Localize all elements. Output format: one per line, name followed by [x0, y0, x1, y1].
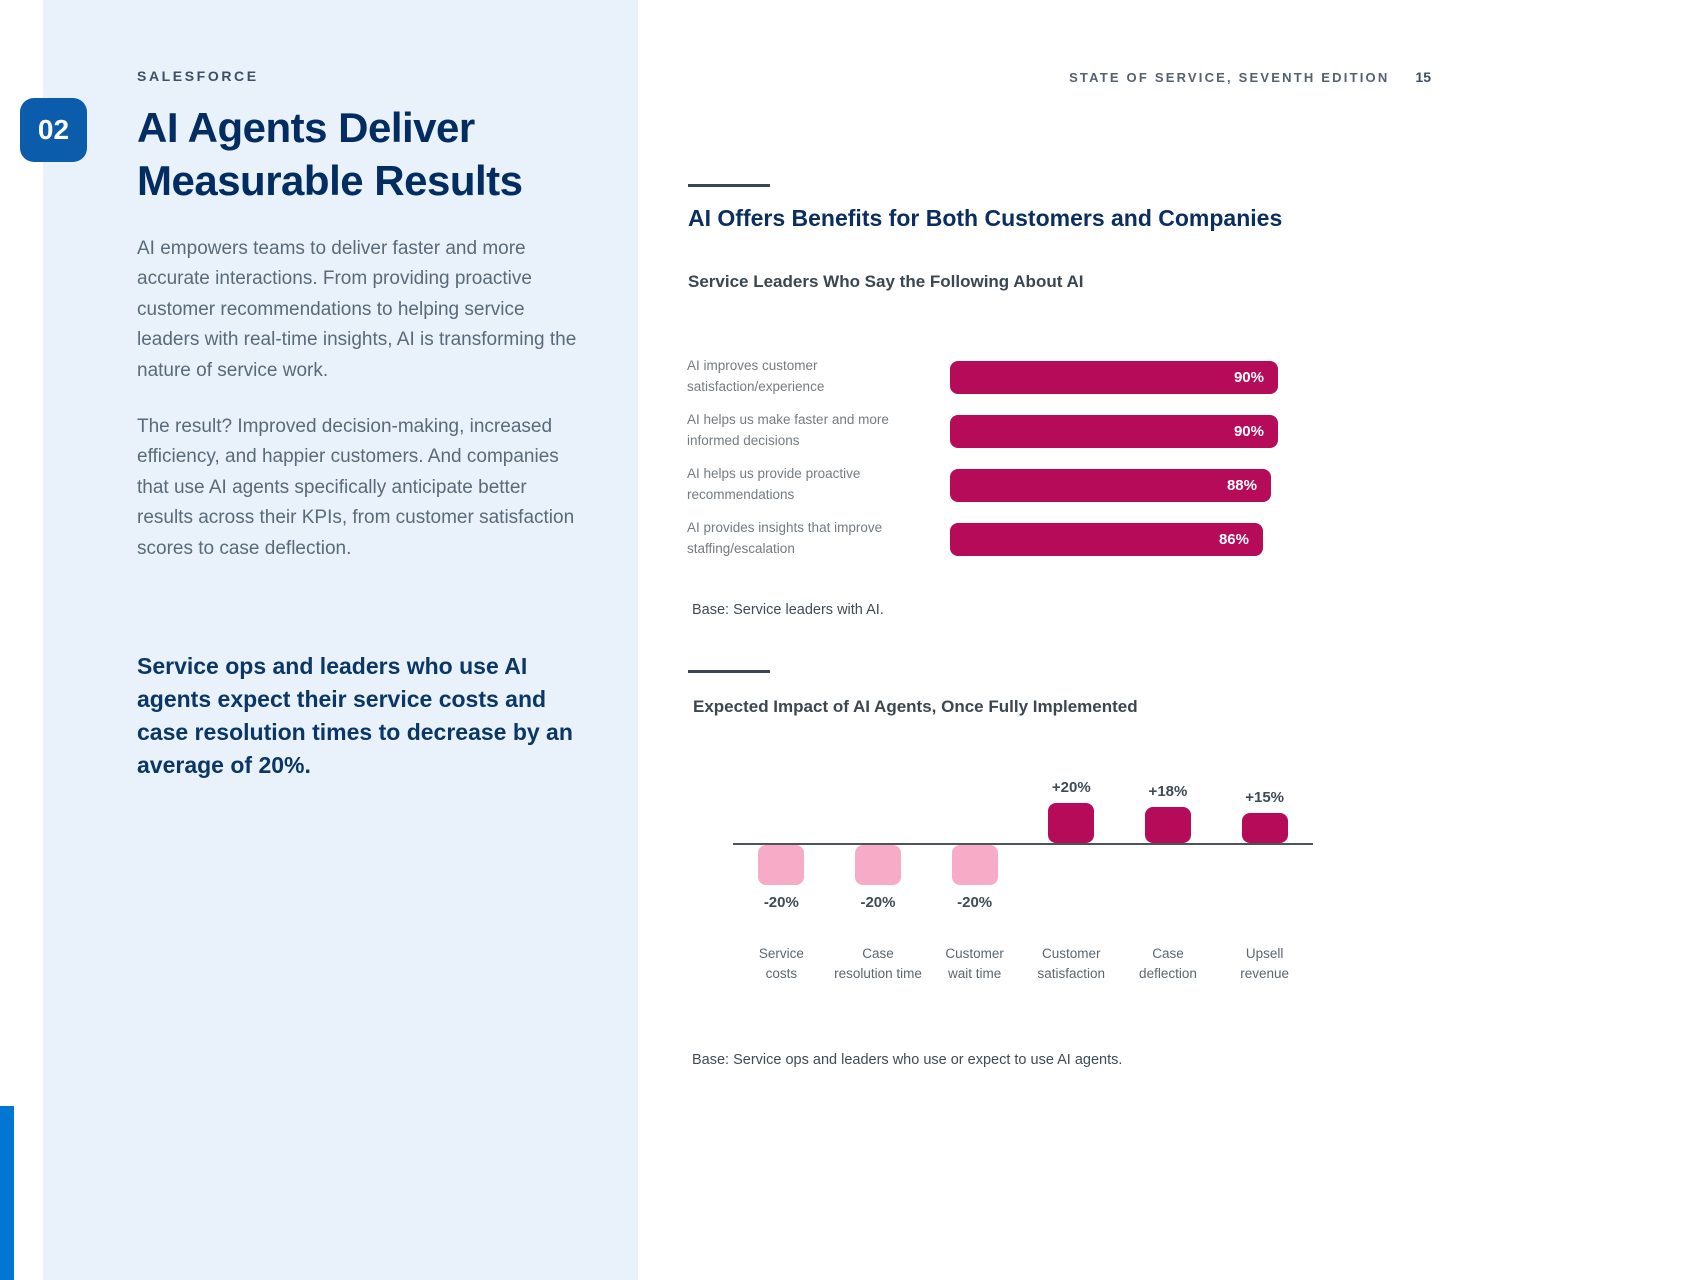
impact-column: -20% Case resolution time — [830, 744, 927, 1074]
positive-bar — [1241, 813, 1288, 843]
chart2-base-note: Base: Service ops and leaders who use or… — [692, 1052, 1123, 1068]
bar-category-label: AI provides insights that improve staffi… — [687, 520, 883, 556]
chart-row: AI improves customer satisfaction/experi… — [687, 350, 1287, 404]
intro-paragraph-1: AI empowers teams to deliver faster and … — [137, 238, 577, 381]
value-label: -20% — [860, 894, 896, 911]
impact-column: -20% Customer wait time — [926, 744, 1023, 1074]
stat-callout: Service ops and leaders who use AI agent… — [137, 653, 573, 779]
negative-bar — [854, 845, 901, 885]
ai-benefits-chart: AI improves customer satisfaction/experi… — [687, 350, 1287, 566]
section-divider — [688, 670, 770, 673]
intro-paragraph-2: The result? Improved decision-making, in… — [137, 415, 575, 559]
chart-row: AI helps us make faster and more informe… — [687, 404, 1287, 458]
section-divider — [688, 184, 770, 187]
category-label: Upsell revenue — [1240, 946, 1290, 982]
category-label: Customer wait time — [945, 946, 1004, 982]
bar-category-label: AI helps us provide proactive recommenda… — [687, 466, 861, 502]
category-label: Service costs — [758, 946, 804, 982]
value-bar: 86% — [950, 522, 1263, 556]
category-label: Case resolution time — [834, 946, 922, 982]
left-edge-accent-bar — [0, 1106, 14, 1280]
negative-bar — [758, 845, 805, 885]
chart2-title: Expected Impact of AI Agents, Once Fully… — [693, 697, 1138, 716]
value-bar: 88% — [950, 468, 1271, 502]
impact-chart-columns: -20% Service costs -20% Case resolution tim… — [733, 744, 1313, 1074]
impact-chart: -20% Service costs -20% Case resolution tim… — [733, 744, 1313, 1074]
baseline-axis — [733, 843, 1313, 845]
bar-track: 90% — [950, 414, 1280, 448]
bar-track: 90% — [950, 360, 1280, 394]
positive-bar — [1144, 807, 1191, 843]
value-label: -20% — [763, 894, 799, 911]
intro-copy: AI empowers teams to deliver faster and … — [137, 234, 585, 590]
value-bar: 90% — [950, 414, 1278, 448]
bar-category-label: AI improves customer satisfaction/experi… — [687, 358, 825, 394]
positive-bar — [1048, 803, 1095, 843]
negative-bar — [951, 845, 998, 885]
impact-column: +18% Case deflection — [1120, 744, 1217, 1074]
impact-column: -20% Service costs — [733, 744, 830, 1074]
bar-category-label: AI helps us make faster and more informe… — [687, 412, 889, 448]
left-panel-background — [43, 0, 638, 1280]
category-label: Customer satisfaction — [1037, 946, 1106, 982]
running-header: STATE OF SERVICE, SEVENTH EDITION 15 — [1069, 69, 1431, 85]
value-bar: 90% — [950, 360, 1278, 394]
chart-row: AI provides insights that improve staffi… — [687, 512, 1287, 566]
chart-row: AI helps us provide proactive recommenda… — [687, 458, 1287, 512]
chart1-base-note: Base: Service leaders with AI. — [692, 602, 884, 618]
impact-column: +15% Upsell revenue — [1216, 744, 1313, 1074]
report-edition-label: STATE OF SERVICE, SEVENTH EDITION — [1069, 70, 1390, 85]
section-heading: AI Offers Benefits for Both Customers an… — [688, 205, 1283, 231]
value-label: +15% — [1245, 789, 1285, 806]
chart1-title: Service Leaders Who Say the Following Ab… — [688, 272, 1084, 291]
impact-column: +20% Customer satisfaction — [1023, 744, 1120, 1074]
page-title: AI Agents Deliver Measurable Results — [137, 104, 523, 204]
bar-track: 86% — [950, 522, 1280, 556]
value-label: +20% — [1051, 779, 1091, 796]
page-number: 15 — [1415, 69, 1431, 85]
value-label: -20% — [957, 894, 993, 911]
brand-label: SALESFORCE — [137, 68, 259, 84]
category-label: Case deflection — [1139, 946, 1197, 982]
value-label: +18% — [1148, 783, 1188, 800]
bar-track: 88% — [950, 468, 1280, 502]
section-number-badge: 02 — [20, 98, 87, 162]
